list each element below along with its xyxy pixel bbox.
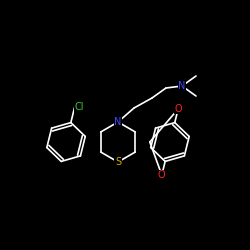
- Text: N: N: [178, 81, 186, 91]
- Text: O: O: [174, 104, 182, 114]
- Text: Cl: Cl: [75, 102, 85, 112]
- Text: O: O: [158, 170, 166, 180]
- Text: S: S: [115, 157, 121, 167]
- Text: N: N: [114, 117, 122, 127]
